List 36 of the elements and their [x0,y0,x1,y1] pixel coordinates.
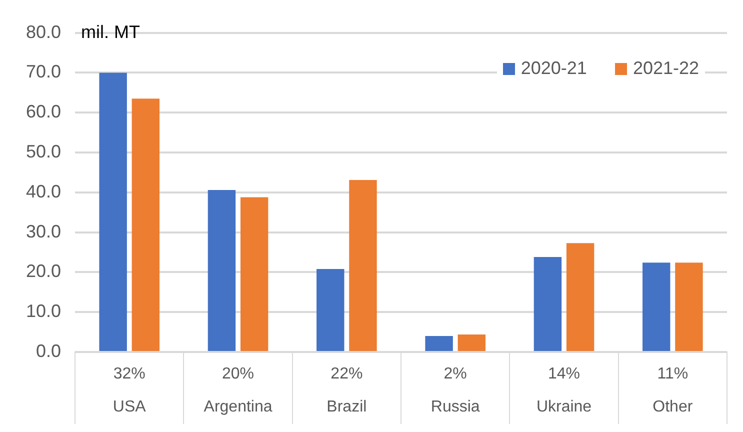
x-tick-label: USA [112,398,146,416]
y-tick-label: 30.0 [26,221,62,242]
bar [240,197,268,351]
y-axis-title: mil. MT [81,22,140,42]
y-tick-label: 40.0 [26,181,62,202]
x-tick-label: Other [652,398,694,416]
bar [458,334,486,351]
y-tick-label: 80.0 [26,22,62,42]
bar [534,257,562,351]
y-tick-label: 20.0 [26,261,62,282]
legend-label: 2021-22 [632,58,699,79]
bar [349,180,377,351]
text: 20% [222,365,254,382]
text: 2% [444,365,467,382]
y-tick-label: 60.0 [26,102,62,122]
text: 22% [330,365,363,382]
text: 11% [657,365,688,382]
legend-label: 2020-21 [520,58,587,79]
bar [99,72,127,351]
x-tick-label: Brazil [326,398,367,416]
y-tick-label: 0.0 [36,340,62,361]
y-tick-label: 10.0 [26,301,62,322]
text: 14% [548,365,580,382]
bar [675,262,703,351]
bar [316,269,344,351]
x-tick-label: Argentina [204,398,272,416]
y-tick-label: 70.0 [26,62,62,82]
x-tick-label: Russia [430,398,480,416]
bar [208,190,236,351]
bar [132,98,160,351]
bar [425,336,453,351]
y-tick-label: 50.0 [26,141,62,162]
text: 32% [113,365,146,382]
bar [566,243,594,351]
bar [642,262,670,351]
x-tick-label: Ukraine [536,398,592,416]
